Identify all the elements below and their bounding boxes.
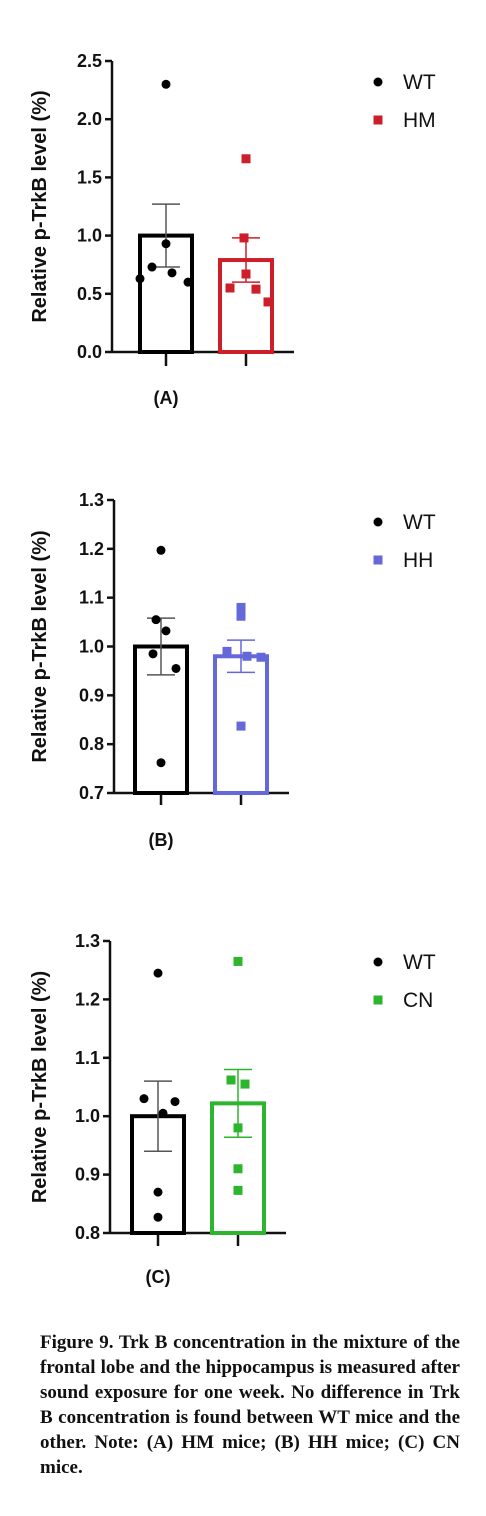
panel2-y-tick-label: 1.0: [79, 637, 104, 657]
panel1-point-hm: [239, 233, 249, 243]
panel3-legend-label-cn: CN: [403, 989, 433, 1012]
panel1-point-hm: [241, 154, 251, 164]
panel1-point-wt: [183, 277, 193, 287]
panel1-point-hm: [241, 269, 251, 279]
panel3-y-tick-label: 1.3: [75, 931, 100, 951]
panel2-y-tick-label: 0.8: [79, 734, 104, 754]
panel3-point-wt: [158, 1108, 168, 1118]
panel3-point-wt: [153, 1212, 163, 1222]
panel3-point-cn: [233, 1164, 243, 1174]
panel2-y-tick-label: 1.2: [79, 539, 104, 559]
panel3-y-axis-label: Relative p-TrkB level (%): [29, 971, 51, 1203]
panel1-legend-label-hm: HM: [403, 109, 436, 132]
panel3-y-tick-label: 1.1: [75, 1048, 100, 1068]
panel2-point-wt: [156, 758, 166, 768]
panel3-point-wt: [139, 1094, 149, 1104]
panel1-point-hm: [251, 284, 261, 294]
panel1-legend-marker-hm: [373, 115, 383, 125]
panel2-point-hh: [256, 652, 266, 662]
panel2-y-tick-label: 1.1: [79, 588, 104, 608]
panel3-point-wt: [153, 1187, 163, 1197]
panel3-y-tick-label: 0.9: [75, 1165, 100, 1185]
panel3-legend-marker-cn: [373, 995, 383, 1005]
panel1-legend-label-wt: WT: [403, 71, 436, 94]
panel2-point-hh: [236, 602, 246, 612]
panel3-point-wt: [170, 1097, 180, 1107]
panel3-label: (C): [146, 1267, 171, 1287]
panel3-point-cn: [226, 1075, 236, 1085]
panel2-y-tick-label: 1.3: [79, 490, 104, 510]
panel1-y-tick-label: 1.5: [77, 167, 102, 187]
panel2-point-hh: [222, 646, 232, 656]
panel1-point-wt: [167, 268, 177, 278]
panel3-legend-marker-wt: [373, 957, 383, 967]
panel1-point-hm: [263, 297, 273, 307]
panel2-label: (B): [149, 830, 174, 850]
panel1-legend-marker-wt: [373, 77, 383, 87]
panel1-label: (A): [154, 388, 179, 408]
panel3-point-cn: [240, 1079, 250, 1089]
panel3-y-tick-label: 1.2: [75, 989, 100, 1009]
panel1-point-wt: [147, 262, 157, 272]
panel3-y-tick-label: 1.0: [75, 1106, 100, 1126]
panel2-y-tick-label: 0.7: [79, 783, 104, 803]
panel3-point-wt: [153, 968, 163, 978]
panel2-legend-label-hh: HH: [403, 549, 433, 572]
panel2-point-wt: [151, 615, 161, 625]
panel1-point-hm: [225, 283, 235, 293]
panel3-point-cn: [233, 1185, 243, 1195]
panel2-point-hh: [236, 611, 246, 621]
panel1-point-wt: [161, 79, 171, 89]
figure-caption: Figure 9. Trk B concentration in the mix…: [40, 1332, 460, 1478]
panel1-point-wt: [135, 274, 145, 284]
panel3-point-cn: [233, 1123, 243, 1133]
panel1-point-wt: [161, 239, 171, 249]
panel1-y-axis-label: Relative p-TrkB level (%): [29, 90, 51, 322]
panel1-y-tick-label: 2.0: [77, 109, 102, 129]
panel2-y-axis-label: Relative p-TrkB level (%): [29, 530, 51, 762]
panel2-point-wt: [171, 663, 181, 673]
panel2-legend-marker-hh: [373, 555, 383, 565]
panel2-legend-label-wt: WT: [403, 511, 436, 534]
panel2-point-wt: [148, 649, 158, 659]
panel2-point-wt: [161, 626, 171, 636]
panel3-legend-label-wt: WT: [403, 951, 436, 974]
panel3-point-cn: [233, 956, 243, 966]
figure-panels: 0.0 0.5 1.0 1.5 2.0 2.5 Relative p-TrkB level …: [29, 51, 436, 1287]
panel2-point-hh: [236, 721, 246, 731]
panel1-y-tick-label: 0.0: [77, 342, 102, 362]
panel2-point-wt: [156, 545, 166, 555]
panel2-y-tick-label: 0.9: [79, 685, 104, 705]
panel2-legend-marker-wt: [373, 517, 383, 527]
panel1-y-tick-label: 2.5: [77, 51, 102, 71]
panel1-y-tick-label: 0.5: [77, 284, 102, 304]
panel2-point-hh: [242, 651, 252, 661]
panel1-y-tick-label: 1.0: [77, 226, 102, 246]
panel3-y-tick-label: 0.8: [75, 1223, 100, 1243]
